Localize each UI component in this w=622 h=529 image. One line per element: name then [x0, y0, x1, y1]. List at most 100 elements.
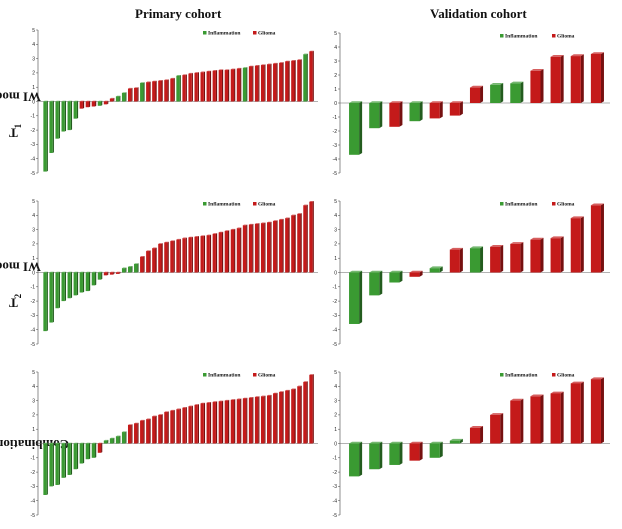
bar-side: [203, 402, 206, 444]
bar-top: [260, 222, 266, 224]
bar: [67, 443, 71, 475]
bar: [49, 272, 53, 323]
bar: [409, 443, 420, 461]
bar: [242, 225, 247, 273]
bar-top: [449, 101, 463, 103]
y-tick-label: 4: [334, 213, 337, 219]
bar-side: [288, 389, 290, 444]
y-tick-label: 0: [334, 441, 337, 447]
bar: [449, 103, 460, 116]
bar-side: [520, 242, 524, 273]
bar: [85, 101, 89, 108]
bar-side: [359, 441, 363, 477]
bar-side: [173, 77, 175, 102]
bar-side: [125, 431, 127, 444]
bar-side: [64, 271, 67, 302]
bar: [127, 88, 132, 102]
y-tick-label: 5: [334, 370, 337, 376]
bar: [550, 56, 561, 103]
bar: [212, 402, 216, 444]
bar-top: [79, 100, 85, 102]
bar-top: [212, 233, 218, 234]
bar-top: [297, 213, 302, 214]
y-tick-label: 2: [32, 71, 35, 77]
legend-inflammation-label: Inflammation: [505, 373, 537, 379]
bar-top: [369, 441, 383, 444]
bar-side: [234, 228, 236, 273]
bar: [134, 87, 138, 102]
bar-side: [101, 271, 103, 280]
bar: [146, 82, 150, 102]
bar-top: [409, 101, 423, 103]
bar-side: [306, 204, 308, 273]
legend-inflammation-label: Inflammation: [208, 373, 240, 379]
bar: [260, 396, 265, 444]
bar-top: [55, 100, 60, 102]
bar-top: [164, 241, 169, 243]
bar: [158, 414, 162, 444]
bar-side: [215, 401, 218, 444]
bar-top: [550, 55, 564, 57]
bar: [67, 101, 71, 131]
bar-side: [179, 75, 181, 102]
bar: [230, 229, 235, 273]
bar: [297, 60, 301, 102]
y-tick-label: -2: [333, 470, 338, 476]
bar-side: [88, 271, 91, 292]
bar: [188, 237, 192, 273]
y-tick-label: -2: [31, 470, 36, 476]
bar-top: [194, 236, 199, 237]
bar-side: [246, 67, 248, 102]
bar: [530, 239, 541, 273]
bar: [218, 232, 222, 273]
bar: [248, 224, 253, 273]
bar: [570, 218, 581, 273]
bar-top: [409, 270, 423, 273]
y-tick-label: 3: [334, 398, 337, 404]
y-tick-label: 1: [32, 427, 35, 433]
bar-top: [530, 394, 544, 397]
bar: [409, 272, 420, 277]
bar-side: [258, 396, 260, 444]
bar-top: [188, 72, 193, 74]
bar: [469, 248, 481, 273]
bar-top: [349, 441, 363, 444]
bar: [285, 218, 289, 273]
bar: [121, 92, 126, 102]
bar: [236, 228, 241, 273]
y-tick-label: -2: [333, 299, 338, 305]
bar-top: [273, 62, 278, 64]
bar: [121, 432, 126, 444]
bar-top: [369, 270, 383, 273]
bar: [194, 72, 198, 102]
bar-top: [146, 81, 151, 83]
bar-top: [49, 442, 54, 444]
bar: [267, 222, 271, 273]
bar-side: [276, 62, 278, 102]
bar-top: [242, 67, 248, 68]
bar: [309, 51, 313, 102]
bar-side: [600, 377, 604, 444]
bar-side: [161, 243, 163, 273]
bar-side: [439, 441, 443, 458]
bar: [570, 56, 581, 103]
bar-top: [85, 271, 91, 273]
bar: [570, 383, 581, 444]
bar-top: [176, 238, 181, 240]
y-tick-label: -4: [31, 157, 36, 163]
bar: [97, 101, 102, 106]
bar-side: [52, 100, 54, 153]
bar-top: [254, 223, 260, 224]
bar: [389, 272, 400, 283]
bar: [590, 205, 601, 273]
bar-top: [127, 87, 133, 89]
bar-top: [236, 67, 242, 69]
bar-side: [119, 435, 121, 444]
bar-side: [167, 241, 169, 273]
bar-top: [236, 227, 242, 229]
bar-side: [88, 442, 91, 460]
bar-top: [121, 92, 127, 93]
bar-top: [279, 391, 284, 393]
bar-top: [43, 100, 48, 102]
bar-top: [134, 263, 139, 264]
